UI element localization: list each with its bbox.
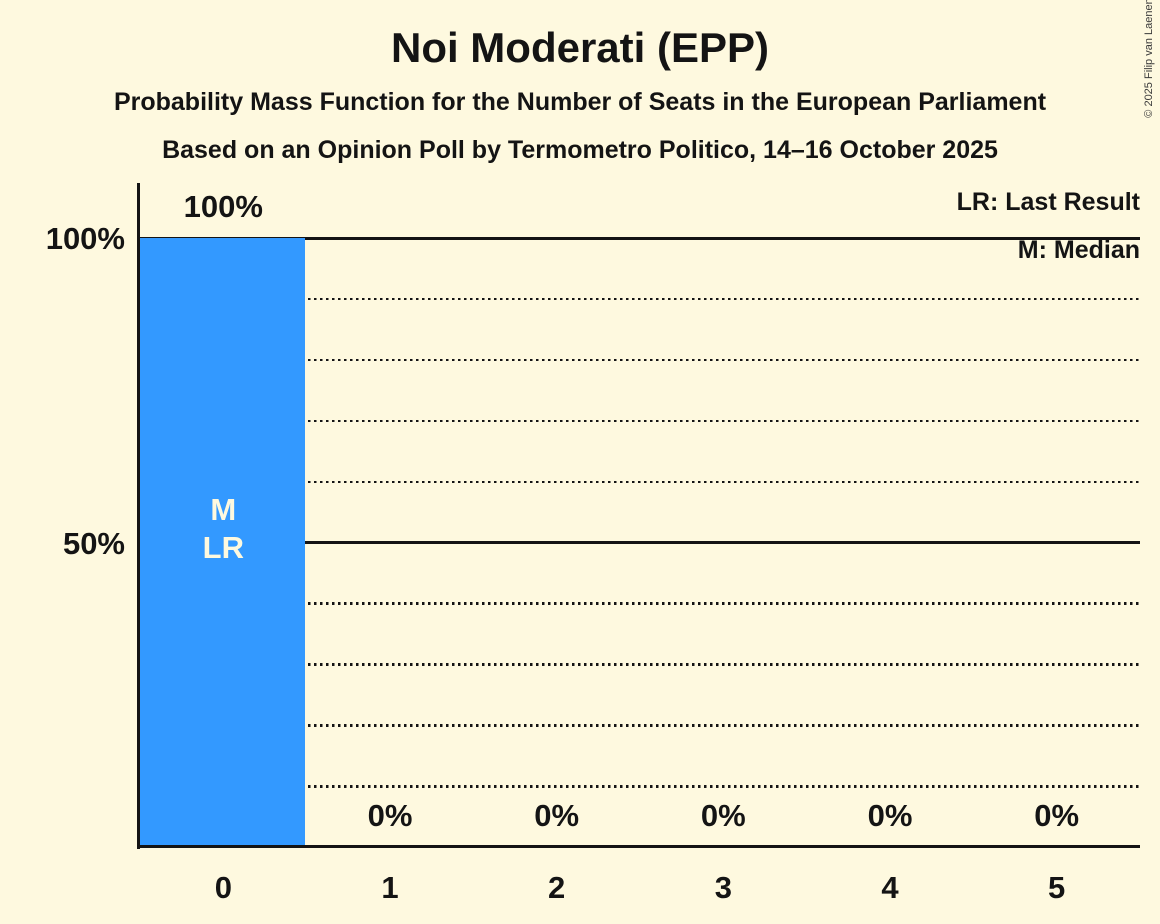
x-tick-label: 4 [881, 870, 899, 905]
gridline-dotted [140, 724, 1140, 727]
bar-value-label: 0% [700, 798, 746, 833]
legend-item: M: Median [1017, 236, 1140, 264]
gridline-dotted [140, 785, 1140, 788]
y-axis-line [137, 183, 140, 849]
x-tick-label: 0 [214, 870, 232, 905]
chart-legend: LR: Last Result M: Median [957, 178, 1140, 274]
y-tick-label: 50% [62, 525, 125, 561]
x-tick-label: 5 [1048, 870, 1066, 905]
bar-annotation-line: M [210, 491, 237, 527]
bar-annotation-line: LR [202, 529, 244, 565]
y-tick-label: 100% [45, 221, 125, 256]
x-tick-label: 1 [381, 870, 399, 905]
chart-poll-source: Based on an Opinion Poll by Termometro P… [162, 136, 998, 164]
copyright-notice: © 2025 Filip van Laenen [1143, 0, 1155, 118]
bar-value-label: 0% [534, 798, 580, 833]
gridline-dotted [140, 419, 1140, 423]
gridline-dotted [140, 480, 1140, 484]
gridline-dotted [140, 663, 1140, 666]
bar-value-label: 0% [367, 798, 413, 833]
bar-value-label: 0% [1034, 798, 1080, 833]
x-tick-label: 3 [714, 870, 732, 905]
gridline-dotted [140, 297, 1140, 301]
plot-area: 100% M LR 0% 0% 0% 0% 0% [140, 190, 1140, 847]
gridline-solid [140, 541, 1140, 544]
gridline-solid [140, 236, 1140, 240]
chart-subtitle: Probability Mass Function for the Number… [113, 88, 1047, 116]
legend-item: LR: Last Result [956, 188, 1140, 216]
gridline-dotted [140, 602, 1140, 605]
bar-annotation: M LR [140, 238, 307, 847]
x-tick-label: 2 [548, 870, 566, 905]
gridline-dotted [140, 358, 1140, 362]
chart-title: Noi Moderati (EPP) [390, 24, 770, 71]
bar-value-label: 0% [867, 798, 913, 833]
x-axis-line [137, 845, 1140, 848]
bar [140, 238, 306, 847]
bar-value-label: 100% [183, 189, 263, 224]
